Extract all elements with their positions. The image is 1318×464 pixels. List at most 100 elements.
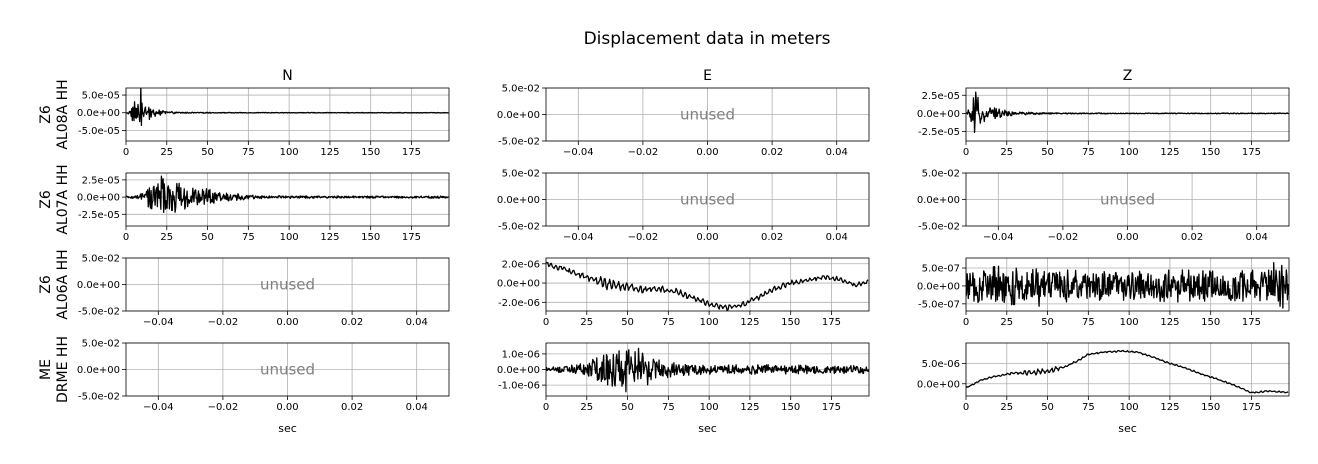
y-tick-label: 5.0e-05 [82, 91, 120, 102]
row-label-station: AL08A HH [55, 79, 71, 149]
y-tick-label: -5.0e-02 [498, 137, 540, 148]
row-label-network: Z6 [38, 190, 54, 209]
x-tick-label: 125 [1160, 402, 1179, 413]
x-tick-label: 100 [280, 232, 299, 243]
x-tick-label: 0.04 [1246, 232, 1268, 243]
x-tick-label: 150 [361, 147, 380, 158]
y-tick-label: 2.5e-05 [922, 91, 960, 102]
panel-drme-e: 0 25 50 75 100 125 150 175 1.0e-06 0.0e+00 -1.0e-0… [497, 342, 870, 435]
x-tick-label: 0.00 [1116, 232, 1138, 243]
x-tick-label: 175 [822, 317, 841, 328]
panel-al08a-e: −0.04 −0.02 0.00 0.02 0.04 5.0e-02 0.0e+00 -5.0… [497, 84, 870, 158]
x-tick-label: 150 [781, 317, 800, 328]
x-tick-label: 100 [1120, 402, 1139, 413]
x-tick-label: 125 [740, 402, 759, 413]
panel-frame [545, 172, 870, 227]
x-tick-label: 0.04 [406, 402, 428, 413]
x-tick-label: 125 [1160, 147, 1179, 158]
x-tick-label: 75 [662, 402, 675, 413]
panel-al08a-z: 0 25 50 75 100 125 150 175 2.5e-05 0.0e+00 -2.5e-0… [917, 87, 1290, 158]
y-tick-label: 0.0e+00 [77, 365, 120, 376]
x-tick-label: 0 [963, 402, 969, 413]
x-tick-label: 25 [1000, 402, 1013, 413]
row-label-station: AL06A HH [55, 249, 71, 319]
panel-frame [965, 172, 1290, 227]
x-tick-label: 150 [1201, 147, 1220, 158]
x-tick-label: 125 [1160, 317, 1179, 328]
waveform-trace [966, 262, 1289, 309]
y-tick-label: 0.0e+00 [497, 279, 540, 290]
row-label: Z6 AL08A HH [38, 79, 71, 149]
x-tick-label: −0.04 [983, 232, 1014, 243]
x-tick-label: 0.00 [696, 232, 718, 243]
x-tick-label: 25 [1000, 147, 1013, 158]
unused-label: unused [680, 191, 735, 209]
panel-grid: 0 25 50 75 100 125 150 175 5.0e-05 0.0e+00 -5.0e-0… [77, 84, 1290, 435]
y-tick-label: -5.0e-02 [78, 307, 120, 318]
y-tick-label: -5.0e-02 [78, 392, 120, 403]
x-tick-label: 100 [280, 147, 299, 158]
unused-label: unused [1100, 191, 1155, 209]
x-tick-label: 175 [402, 147, 421, 158]
panel-frame [125, 342, 450, 397]
x-tick-label: −0.04 [143, 317, 174, 328]
x-tick-label: 150 [1201, 317, 1220, 328]
panel-frame [125, 257, 450, 312]
panel-al07a-e: −0.04 −0.02 0.00 0.02 0.04 5.0e-02 0.0e+00 -5.0… [497, 169, 870, 243]
x-tick-label: 100 [1120, 317, 1139, 328]
y-tick-label: 5.0e-02 [502, 84, 540, 95]
x-tick-label: 0.04 [826, 147, 848, 158]
y-tick-label: -5.0e-02 [498, 222, 540, 233]
waveform-trace [546, 347, 869, 393]
waveform-trace [126, 88, 449, 127]
y-tick-label: 0.0e+00 [497, 195, 540, 206]
x-tick-label: −0.04 [563, 232, 594, 243]
y-tick-label: 0.0e+00 [497, 110, 540, 121]
y-tick-label: -5.0e-02 [918, 222, 960, 233]
y-tick-label: 5.0e-02 [82, 339, 120, 350]
waveform-trace [966, 91, 1289, 134]
unused-label: unused [680, 106, 735, 124]
x-tick-label: 0.00 [276, 317, 298, 328]
y-tick-label: 5.0e-02 [502, 169, 540, 180]
y-tick-label: 0.0e+00 [77, 193, 120, 204]
panel-al06a-z: 0 25 50 75 100 125 150 175 5.0e-07 0.0e+00 -5.0e-0… [917, 257, 1290, 328]
waveform-trace [126, 175, 449, 214]
panel-frame [545, 87, 870, 142]
x-tick-label: 50 [1041, 317, 1054, 328]
x-tick-label: 100 [1120, 147, 1139, 158]
x-tick-label: 0 [543, 402, 549, 413]
y-tick-label: 0.0e+00 [917, 281, 960, 292]
column-title-e: E [703, 68, 712, 84]
x-tick-label: 0 [963, 147, 969, 158]
row-label: Z6 AL06A HH [38, 249, 71, 319]
x-tick-label: 50 [201, 232, 214, 243]
x-tick-label: 0.02 [341, 317, 363, 328]
y-tick-label: 0.0e+00 [917, 195, 960, 206]
x-axis-label: sec [698, 422, 717, 435]
row-label-network: Z6 [38, 275, 54, 294]
x-tick-label: 100 [700, 402, 719, 413]
x-tick-label: 0 [543, 317, 549, 328]
x-tick-label: 175 [1242, 147, 1261, 158]
y-tick-label: -2.0e-06 [498, 298, 540, 309]
x-tick-label: 0.04 [826, 232, 848, 243]
x-tick-label: 0.00 [696, 147, 718, 158]
x-tick-label: −0.02 [208, 402, 239, 413]
x-axis-label: sec [278, 422, 297, 435]
x-tick-label: 0.02 [341, 402, 363, 413]
row-label-station: AL07A HH [55, 164, 71, 234]
x-tick-label: 25 [580, 402, 593, 413]
x-tick-label: 125 [740, 317, 759, 328]
x-tick-label: −0.04 [563, 147, 594, 158]
x-tick-label: 0.04 [406, 317, 428, 328]
y-tick-label: -1.0e-06 [498, 381, 540, 392]
x-tick-label: 25 [160, 232, 173, 243]
x-tick-label: 150 [781, 402, 800, 413]
x-tick-label: 75 [1082, 147, 1095, 158]
row-label: Z6 AL07A HH [38, 164, 71, 234]
y-tick-label: 2.5e-05 [82, 175, 120, 186]
panel-frame [125, 87, 450, 142]
